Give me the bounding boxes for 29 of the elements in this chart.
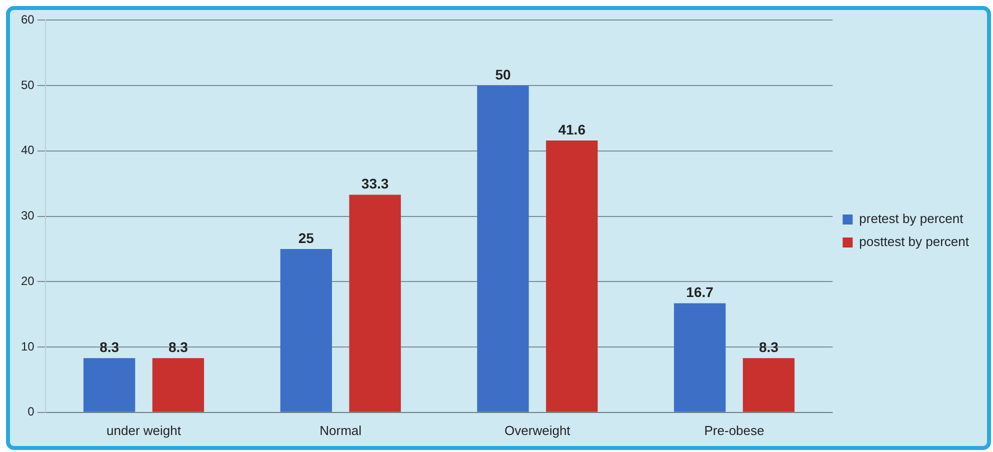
y-tick-label: 60 — [20, 12, 35, 27]
bar — [477, 86, 529, 412]
data-label: 50 — [495, 66, 511, 82]
bar — [152, 358, 204, 412]
y-tick-label: 30 — [20, 208, 35, 223]
bar — [280, 248, 332, 412]
data-label: 8.3 — [168, 339, 188, 356]
data-label: 8.3 — [100, 339, 120, 356]
x-tick-label: Overweight — [504, 422, 571, 438]
x-tick-label: Normal — [320, 422, 362, 438]
bar — [674, 303, 726, 412]
legend-label: pretest by percent — [859, 211, 964, 226]
y-tick-label: 20 — [20, 274, 35, 288]
legend-label: posttest by percent — [859, 234, 970, 250]
x-tick-label: under weight — [106, 422, 182, 438]
bar — [546, 140, 598, 412]
y-tick-label: 10 — [20, 339, 35, 354]
data-label: 41.6 — [558, 121, 586, 138]
bar — [83, 358, 136, 412]
data-label: 8.3 — [758, 339, 779, 356]
bar — [349, 194, 401, 412]
data-label: 33.3 — [361, 176, 389, 192]
data-label: 16.7 — [686, 284, 714, 300]
y-tick-label: 40 — [20, 143, 35, 158]
data-label: 25 — [298, 230, 314, 246]
y-tick-label: 50 — [20, 78, 35, 92]
x-tick-label: Pre-obese — [704, 422, 764, 438]
y-tick-label: 0 — [28, 404, 35, 419]
bar — [742, 358, 795, 412]
